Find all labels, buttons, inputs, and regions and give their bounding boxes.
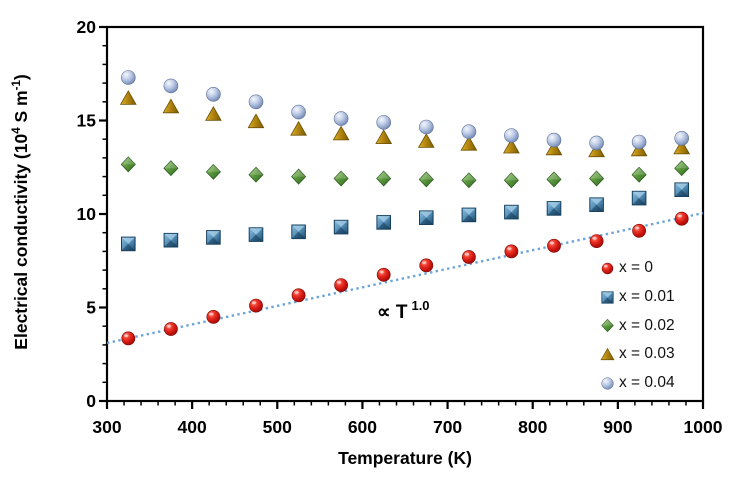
svg-text:900: 900: [603, 417, 632, 437]
y-axis-title: Electrical conductivity (104 S m-1): [8, 2, 34, 422]
svg-text:10: 10: [77, 204, 97, 224]
legend-label-x0: x = 0: [619, 259, 654, 277]
y-axis-title-superscript-4: 4: [11, 127, 23, 134]
y-axis-title-units: S m: [11, 90, 31, 128]
trend-annotation: ∝ T 1.0: [377, 298, 430, 324]
blue-square-marker-icon: [601, 290, 614, 304]
legend-item-x004: x = 0.04: [600, 369, 675, 398]
legend: x = 0 x = 0.01 x = 0.02 x = 0.03 x = 0.0…: [600, 254, 675, 397]
legend-item-x0: x = 0: [600, 254, 675, 283]
legend-label-x003: x = 0.03: [619, 345, 675, 363]
svg-text:5: 5: [86, 298, 96, 318]
legend-item-x003: x = 0.03: [600, 340, 675, 369]
trend-annotation-base: ∝ T: [377, 302, 408, 323]
svg-text:0: 0: [86, 391, 96, 411]
red-sphere-marker-icon: [601, 262, 614, 275]
svg-text:700: 700: [433, 417, 462, 437]
legend-label-x004: x = 0.04: [619, 374, 675, 392]
legend-item-x001: x = 0.01: [600, 283, 675, 312]
svg-text:1000: 1000: [684, 417, 723, 437]
y-axis-title-text: Electrical conductivity (10: [11, 133, 31, 350]
svg-text:300: 300: [92, 417, 121, 437]
legend-label-x001: x = 0.01: [619, 288, 675, 306]
legend-label-x002: x = 0.02: [619, 316, 675, 334]
plot-frame-and-ticks: 300 400 500 600 700 800 900 1000 0 5 10 15 20: [77, 17, 723, 437]
trend-annotation-exponent: 1.0: [411, 298, 430, 313]
svg-text:800: 800: [518, 417, 547, 437]
svg-text:15: 15: [77, 111, 97, 131]
legend-item-x002: x = 0.02: [600, 311, 675, 340]
svg-text:20: 20: [77, 17, 97, 37]
x-axis-title: Temperature (K): [338, 448, 472, 468]
gold-triangle-marker-icon: [600, 348, 615, 360]
green-diamond-marker-icon: [601, 319, 614, 333]
svg-text:600: 600: [348, 417, 377, 437]
svg-text:500: 500: [263, 417, 292, 437]
gray-sphere-marker-icon: [601, 377, 614, 390]
svg-text:400: 400: [178, 417, 207, 437]
y-axis-title-superscript-minus1: -1: [11, 80, 23, 91]
